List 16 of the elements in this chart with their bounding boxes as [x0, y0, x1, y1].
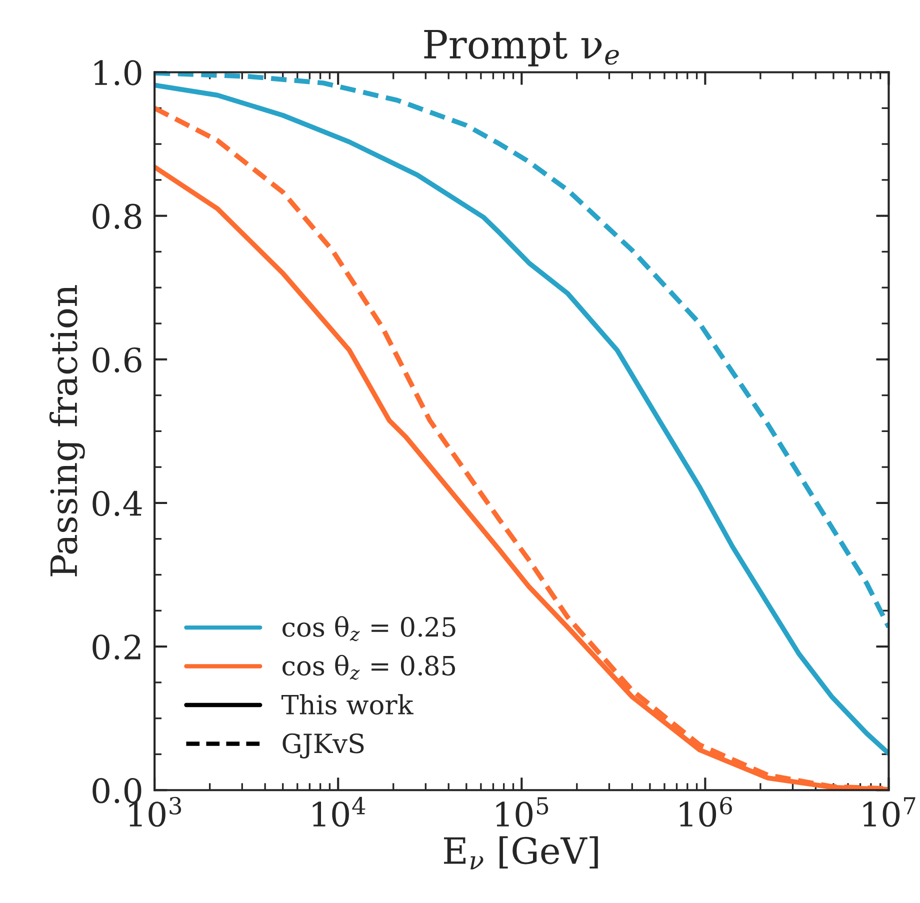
x-tick-label: 10$^{4}$ [312, 796, 366, 827]
y-tick-label: 0.2 [92, 634, 140, 660]
legend-label: cos θ$_{z}$ = 0.25 [282, 616, 456, 642]
x-tick-label: 10$^{5}$ [496, 797, 548, 827]
y-tick-label: 0.8 [92, 204, 142, 229]
y-tick-label: 0.4 [92, 490, 142, 516]
y-axis-title: Passing fraction [49, 285, 85, 576]
chart-title: Prompt ν$_{e}$ [424, 30, 619, 66]
y-tick-label: 0.6 [92, 347, 142, 373]
annotation: GJKvS [282, 733, 364, 758]
legend-label: cos θ$_{z}$ = 0.85 [282, 654, 456, 680]
x-axis-title: E$_{ν}$ [GeV] [444, 836, 598, 870]
x-tick-label: 10$^{6}$ [680, 796, 732, 827]
y-tick-label: 1.0 [94, 60, 142, 86]
annotation: This work [281, 694, 414, 715]
x-tick-label: 10$^{7}$ [863, 797, 916, 827]
